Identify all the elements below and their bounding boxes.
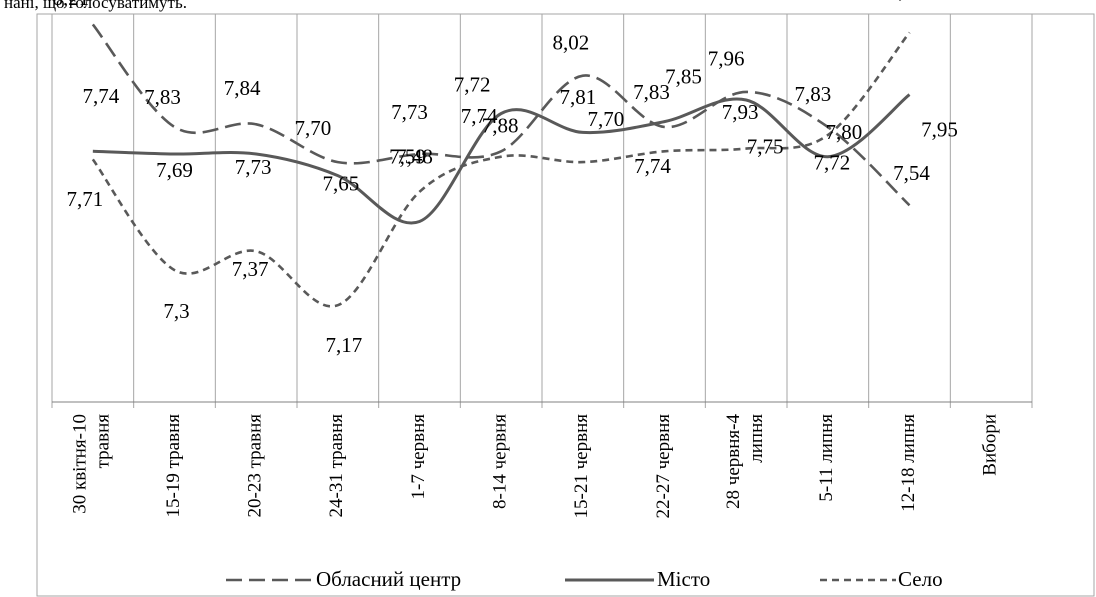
data-label: 7,93: [722, 100, 759, 124]
x-tick-label-line: липня: [746, 414, 767, 463]
data-label: 7,17: [325, 333, 362, 357]
x-tick-label-line: травня: [93, 414, 114, 469]
data-label: 7,74: [82, 84, 119, 108]
data-label: 7,84: [224, 76, 261, 100]
series-lines: [91, 23, 911, 308]
legend-item: Обласний центр: [226, 567, 461, 591]
data-label: 7,74: [634, 154, 671, 178]
data-label: 7,48: [396, 144, 433, 168]
x-tick-label: 15-21 червня: [571, 414, 592, 519]
x-tick-label-line: 20-23 травня: [245, 414, 266, 518]
data-label: 7,3: [163, 299, 189, 323]
x-tick-label-line: 22-27 червня: [653, 414, 674, 519]
legend-label: Місто: [657, 567, 710, 591]
x-tick-label: Вибори: [980, 414, 1001, 476]
x-tick-label: 8-14 червня: [490, 414, 511, 509]
data-label: 7,70: [587, 107, 624, 131]
data-label: 7,70: [294, 116, 331, 140]
data-label: 7,96: [708, 47, 745, 71]
legend-label: Обласний центр: [316, 567, 461, 591]
series-line-2: [92, 93, 911, 225]
series-line-3: [91, 31, 911, 308]
x-tick-label-line: 12-18 липня: [898, 414, 919, 512]
data-label: 7,65: [322, 171, 359, 195]
data-label: 7,81: [559, 85, 596, 109]
x-tick-label-line: 28 червня-4: [723, 414, 744, 509]
data-label: 7,75: [747, 134, 784, 158]
x-tick-label-line: 15-21 червня: [571, 414, 592, 519]
data-label: 7,54: [893, 161, 930, 185]
data-label: 7,88: [482, 113, 519, 137]
legend-item: Село: [820, 567, 943, 591]
data-label: 7,59: [389, 145, 426, 169]
series-line-1: [91, 23, 911, 207]
data-label: 7,83: [144, 85, 181, 109]
x-tick-label: 28 червня-4 липня: [723, 414, 767, 509]
x-tick-label: 1-7 червня: [408, 414, 429, 500]
data-label: 7,83: [633, 80, 670, 104]
x-tick-label-line: 24-31 травня: [326, 414, 347, 518]
data-label: 7,83: [794, 82, 831, 106]
x-tick-label: 5-11 липня: [816, 414, 837, 502]
x-tick-label: 12-18 липня: [898, 414, 919, 512]
x-tick-label-line: 15-19 травня: [163, 414, 184, 518]
x-tick-label: 20-23 травня: [245, 414, 266, 518]
data-label: 7,73: [391, 100, 428, 124]
data-label: 8,18: [888, 0, 925, 2]
data-label: 7,74: [461, 104, 498, 128]
legend: Обласний центр Місто Село: [226, 567, 943, 591]
x-tick-label: 24-31 травня: [326, 414, 347, 518]
data-label: 7,69: [156, 158, 193, 182]
data-label: 7,85: [665, 64, 702, 88]
x-tick-label-line: 8-14 червня: [490, 414, 511, 509]
x-tick-label-line: 1-7 червня: [408, 414, 429, 500]
x-tick-label-line: Вибори: [980, 414, 1001, 476]
data-label: 7,73: [235, 155, 272, 179]
header-text: нані, що голосуватимуть.: [4, 0, 187, 12]
x-tick-label-line: 30 квітня-10: [70, 414, 91, 514]
data-label: 7,37: [232, 257, 269, 281]
legend-item: Місто: [565, 567, 710, 591]
x-tick-label-line: 5-11 липня: [816, 414, 837, 502]
data-label: 7,72: [454, 73, 491, 97]
chart-frame: [36, 13, 1095, 597]
data-label: 7,95: [921, 117, 958, 141]
data-labels: 8,21 7,83 7,84 7,70 7,73 7,74 8,02 7,83 7,96 7,83…: [52, 0, 957, 357]
data-label: 7,80: [825, 120, 862, 144]
grid-lines: [51, 14, 1033, 408]
data-label: 7,71: [66, 187, 103, 211]
data-label: 8,21: [52, 0, 89, 10]
data-label: 8,02: [552, 31, 589, 55]
x-tick-label: 22-27 червня: [653, 414, 674, 519]
category-tick-labels: 30 квітня-10 травня 15-19 травня 20-23 трав…: [70, 414, 1001, 519]
legend-label: Село: [898, 567, 943, 591]
x-tick-label: 30 квітня-10 травня: [70, 414, 114, 514]
x-tick-label: 15-19 травня: [163, 414, 184, 518]
data-label: 7,72: [813, 151, 850, 175]
